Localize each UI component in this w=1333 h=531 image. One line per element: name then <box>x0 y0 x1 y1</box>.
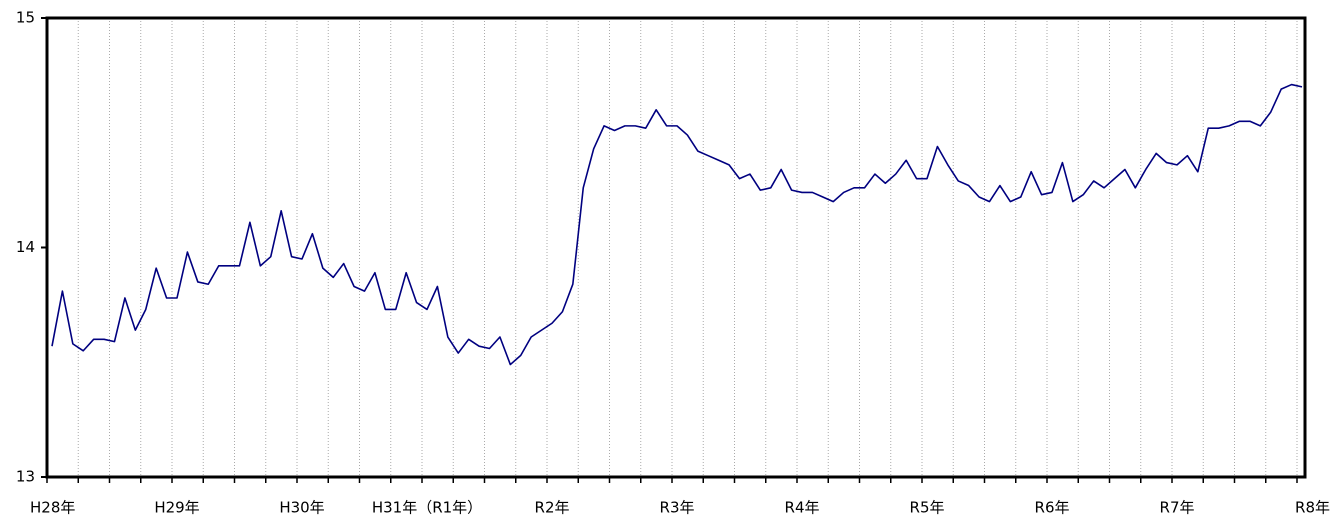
x-tick-label: R5年 <box>910 499 945 517</box>
data-line <box>51 83 1303 366</box>
x-tick-label: R3年 <box>660 499 695 517</box>
x-tick-label: R8年 <box>1295 499 1330 517</box>
y-tick-label: 13 <box>16 468 35 486</box>
plot-frame <box>45 16 1307 479</box>
x-tick-label: H30年 <box>279 499 324 517</box>
x-tick-label: H28年 <box>30 499 75 517</box>
y-tick-label: 15 <box>16 9 35 27</box>
x-tick-label: H31年（R1年） <box>372 499 482 517</box>
x-tick-label: H29年 <box>154 499 199 517</box>
x-tick-label: R7年 <box>1160 499 1195 517</box>
x-tick-label: R2年 <box>535 499 570 517</box>
y-tick-label: 14 <box>16 238 35 256</box>
x-tick-label: R6年 <box>1035 499 1070 517</box>
x-tick-label: R4年 <box>785 499 820 517</box>
